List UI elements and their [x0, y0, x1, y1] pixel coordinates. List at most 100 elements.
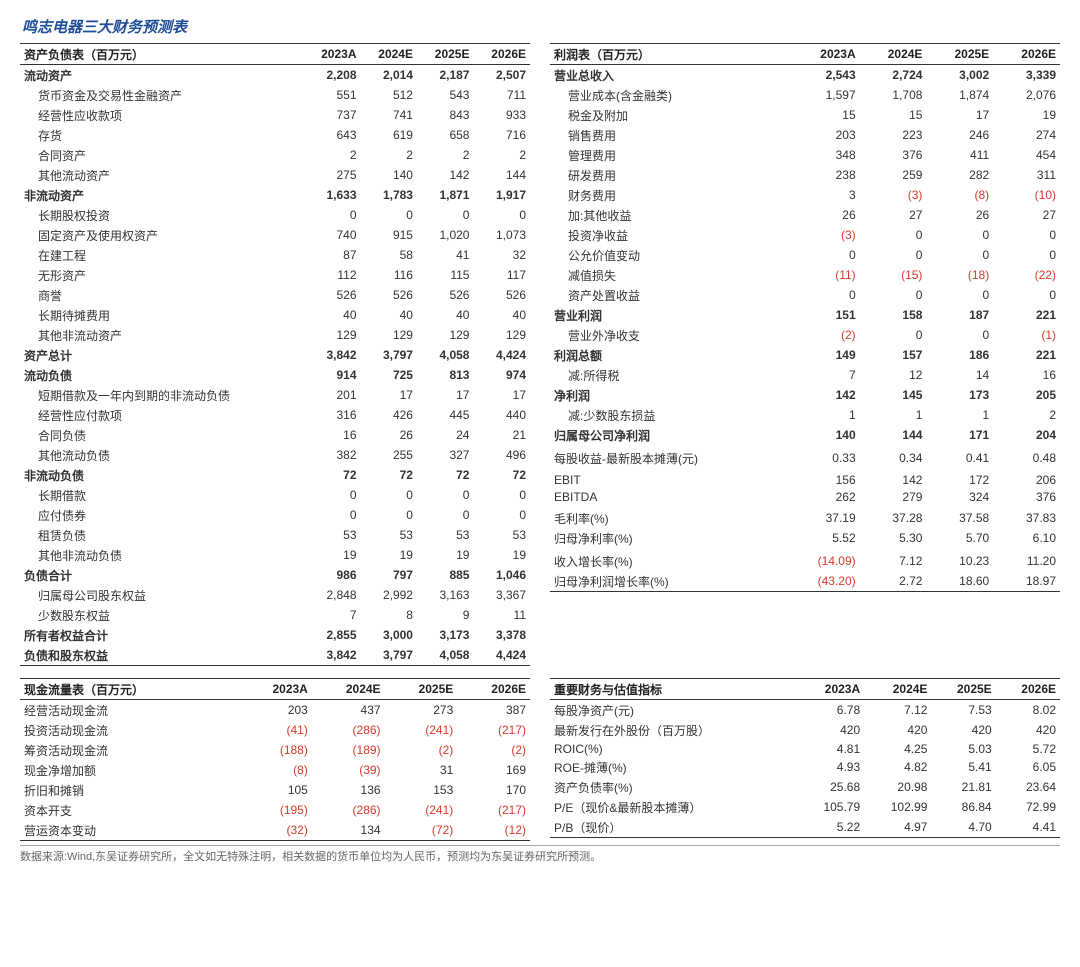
cell: 3,378	[473, 625, 530, 645]
table-row: 资产处置收益0000	[550, 285, 1060, 305]
cell: 885	[417, 565, 473, 585]
cell: 445	[417, 405, 473, 425]
cell: 4.70	[931, 817, 995, 838]
year-header: 2025E	[926, 44, 993, 65]
cell: 0	[417, 205, 473, 225]
cell: 0	[860, 325, 927, 345]
row-label: 流动负债	[20, 365, 303, 385]
cell: 112	[303, 265, 360, 285]
cell: 2.72	[860, 571, 927, 592]
row-label: 商誉	[20, 285, 303, 305]
cell: 221	[993, 305, 1060, 325]
cell: 115	[417, 265, 473, 285]
cell: 262	[788, 488, 860, 505]
cell: 19	[993, 105, 1060, 125]
cell: 142	[860, 471, 927, 488]
cell: 0	[860, 245, 927, 265]
table-row: 加:其他收益26272627	[550, 205, 1060, 225]
top-tables: 资产负债表（百万元）2023A2024E2025E2026E 流动资产2,208…	[20, 43, 1060, 666]
cell: 40	[473, 305, 530, 325]
cell: 1,708	[860, 85, 927, 105]
table-row: ROE-摊薄(%)4.934.825.416.05	[550, 757, 1060, 777]
cell: 26	[926, 205, 993, 225]
cell: 17	[926, 105, 993, 125]
cell: 725	[361, 365, 417, 385]
cell: 1,073	[473, 225, 530, 245]
cell: 156	[788, 471, 860, 488]
cell: 1,917	[473, 185, 530, 205]
table-row: 资产总计3,8423,7974,0584,424	[20, 345, 530, 365]
row-label: 经营性应付款项	[20, 405, 303, 425]
cell: 72	[417, 465, 473, 485]
cell: 0	[417, 505, 473, 525]
cell: 324	[926, 488, 993, 505]
cell: 279	[860, 488, 927, 505]
row-label: 无形资产	[20, 265, 303, 285]
cell: 18.97	[993, 571, 1060, 592]
cell: 0	[926, 225, 993, 245]
col-header: 现金流量表（百万元）	[20, 679, 238, 700]
table-row: 负债和股东权益3,8423,7974,0584,424	[20, 645, 530, 666]
cell: 0	[303, 505, 360, 525]
table-row: 在建工程87584132	[20, 245, 530, 265]
cell: 4.25	[864, 740, 931, 757]
cell: 376	[993, 488, 1060, 505]
cell: 1,020	[417, 225, 473, 245]
row-label: 筹资活动现金流	[20, 740, 238, 760]
cell: 2,187	[417, 65, 473, 86]
year-header: 2024E	[361, 44, 417, 65]
cell: 282	[926, 165, 993, 185]
cell: 1	[860, 405, 927, 425]
cell: 420	[996, 720, 1060, 740]
cell: 3,797	[361, 645, 417, 666]
row-label: 其他非流动资产	[20, 325, 303, 345]
cell: 526	[473, 285, 530, 305]
row-label: 营业成本(含金融类)	[550, 85, 788, 105]
cell: (2)	[788, 325, 860, 345]
row-label: 货币资金及交易性金融资产	[20, 85, 303, 105]
row-label: 流动资产	[20, 65, 303, 86]
cell: 2	[303, 145, 360, 165]
table-row: 其他非流动资产129129129129	[20, 325, 530, 345]
cell: 2,507	[473, 65, 530, 86]
row-label: 折旧和摊销	[20, 780, 238, 800]
row-label: 财务费用	[550, 185, 788, 205]
cell: 129	[417, 325, 473, 345]
table-row: 无形资产112116115117	[20, 265, 530, 285]
cell: 4,424	[473, 345, 530, 365]
cashflow-table: 现金流量表（百万元）2023A2024E2025E2026E 经营活动现金流20…	[20, 678, 530, 841]
cell: 31	[385, 760, 458, 780]
cell: (12)	[457, 820, 530, 841]
cell: 19	[417, 545, 473, 565]
cell: 16	[993, 365, 1060, 385]
table-row: ROIC(%)4.814.255.035.72	[550, 740, 1060, 757]
row-label: 资产总计	[20, 345, 303, 365]
cell: 274	[993, 125, 1060, 145]
cell: (2)	[385, 740, 458, 760]
cell: 11.20	[993, 551, 1060, 571]
table-row: 每股净资产(元)6.787.127.538.02	[550, 700, 1060, 721]
row-label: 每股净资产(元)	[550, 700, 797, 721]
cell: 37.58	[926, 508, 993, 528]
cell: 116	[361, 265, 417, 285]
table-row: 非流动资产1,6331,7831,8711,917	[20, 185, 530, 205]
cell: (195)	[238, 800, 312, 820]
cell: 933	[473, 105, 530, 125]
cell: 40	[303, 305, 360, 325]
table-row: 投资净收益(3)000	[550, 225, 1060, 245]
cell: 170	[457, 780, 530, 800]
table-row: 筹资活动现金流(188)(189)(2)(2)	[20, 740, 530, 760]
row-label: 固定资产及使用权资产	[20, 225, 303, 245]
cell: 151	[788, 305, 860, 325]
row-label: 存货	[20, 125, 303, 145]
cell: (1)	[993, 325, 1060, 345]
cell: 26	[361, 425, 417, 445]
cell: 72	[361, 465, 417, 485]
year-header: 2026E	[473, 44, 530, 65]
cell: (8)	[926, 185, 993, 205]
table-row: 经营性应付款项316426445440	[20, 405, 530, 425]
table-row: 流动资产2,2082,0142,1872,507	[20, 65, 530, 86]
cell: 3	[788, 185, 860, 205]
cell: 440	[473, 405, 530, 425]
cell: 915	[361, 225, 417, 245]
